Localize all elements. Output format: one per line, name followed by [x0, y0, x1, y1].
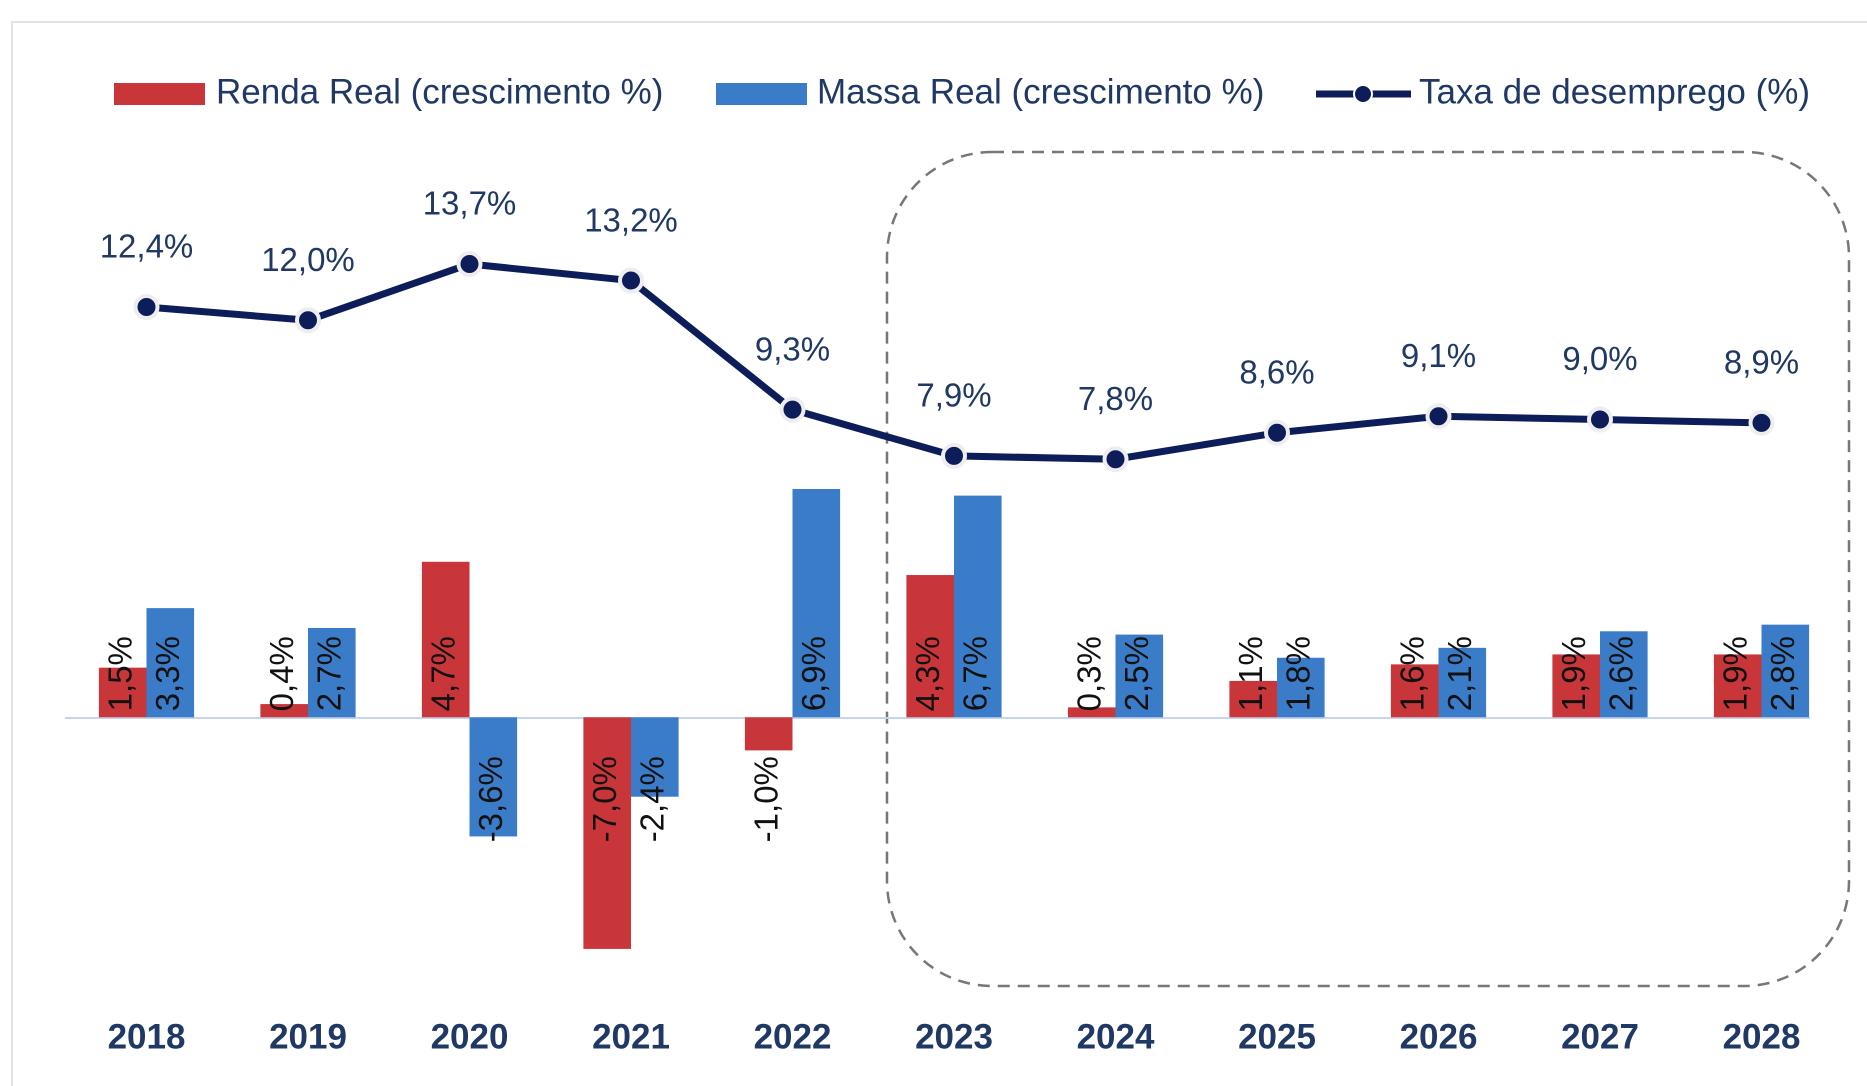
bar — [421, 561, 470, 718]
bar — [469, 717, 518, 837]
line-point — [1587, 406, 1613, 433]
line-point — [779, 396, 806, 423]
line-point — [295, 307, 321, 334]
legend-swatch — [716, 83, 807, 105]
data-label: 9,0% — [1562, 340, 1637, 377]
data-label: 0,3% — [1070, 636, 1107, 711]
data-label: 13,7% — [423, 185, 517, 222]
data-label: 7,9% — [916, 377, 991, 414]
x-tick-label: 2021 — [592, 1017, 670, 1056]
line-point — [1748, 409, 1775, 436]
x-tick-label: 2022 — [754, 1017, 832, 1056]
line — [146, 260, 1762, 463]
data-label: 2,7% — [311, 636, 348, 711]
data-label: 3,3% — [149, 636, 186, 711]
bar — [1552, 654, 1600, 718]
bar — [792, 489, 841, 718]
bar — [1067, 707, 1116, 718]
legend-label: Renda Real (crescimento %) — [216, 72, 663, 111]
bar — [98, 667, 147, 718]
legend-dot — [1353, 84, 1373, 104]
bar — [744, 717, 793, 751]
data-label: -7,0% — [586, 756, 623, 842]
data-label: 6,9% — [795, 636, 832, 711]
bar — [906, 575, 954, 718]
data-label: -1,0% — [747, 756, 784, 842]
bar — [1761, 624, 1810, 718]
bar — [1600, 631, 1648, 718]
legend-label: Taxa de desemprego (%) — [1419, 72, 1810, 111]
data-label: 1,9% — [1716, 636, 1753, 711]
legend: Renda Real (crescimento %) Massa Real (cr… — [114, 72, 1810, 111]
line-point — [1264, 419, 1290, 446]
bar — [308, 627, 356, 718]
data-label: 1,8% — [1280, 636, 1317, 711]
bar — [1390, 664, 1439, 718]
data-label: 2,1% — [1441, 636, 1478, 711]
data-label: 2,8% — [1764, 636, 1801, 711]
bar — [954, 495, 1002, 718]
line-point — [1102, 446, 1129, 473]
line-point — [618, 267, 644, 294]
x-tick-label: 2019 — [269, 1017, 347, 1056]
line-point — [456, 251, 483, 278]
data-label: 1,5% — [101, 636, 138, 711]
data-label: 1,9% — [1555, 636, 1592, 711]
legend-swatch — [114, 83, 205, 105]
data-label: 1,6% — [1393, 636, 1430, 711]
bar — [260, 704, 308, 718]
line-point — [941, 442, 967, 469]
data-label: 2,5% — [1118, 636, 1155, 711]
legend-label: Massa Real (crescimento %) — [817, 72, 1264, 111]
data-label: 9,3% — [755, 330, 830, 367]
data-label: 2,6% — [1603, 636, 1640, 711]
x-tick-label: 2018 — [108, 1017, 186, 1056]
data-label: -2,4% — [634, 756, 671, 842]
bar — [146, 608, 195, 718]
data-label: 4,3% — [909, 636, 946, 711]
line-point — [1425, 403, 1452, 430]
bar — [1713, 654, 1762, 718]
bar — [1115, 634, 1164, 718]
bar — [631, 717, 679, 797]
bar — [1277, 657, 1325, 718]
x-tick-label: 2025 — [1238, 1017, 1316, 1056]
frame — [11, 21, 1867, 1086]
data-label: 9,1% — [1401, 337, 1476, 374]
data-label: -3,6% — [472, 756, 509, 842]
data-label: 4,7% — [424, 636, 461, 711]
data-label: 8,9% — [1724, 344, 1799, 381]
data-label: 8,6% — [1239, 353, 1314, 390]
data-label: 13,2% — [584, 201, 678, 238]
forecast-box — [885, 150, 1851, 988]
x-tick-label: 2020 — [431, 1017, 509, 1056]
bar — [1229, 680, 1277, 718]
x-tick-label: 2024 — [1077, 1017, 1155, 1056]
data-label: 0,4% — [263, 636, 300, 711]
bar — [583, 717, 631, 949]
bar — [1438, 647, 1487, 718]
x-tick-label: 2026 — [1400, 1017, 1478, 1056]
data-label: 6,7% — [957, 636, 994, 711]
x-tick-label: 2023 — [915, 1017, 993, 1056]
x-tick-label: 2027 — [1561, 1017, 1639, 1056]
line-point — [133, 294, 160, 321]
data-label: 1,1% — [1232, 636, 1269, 711]
data-label: 12,4% — [100, 228, 194, 265]
x-tick-label: 2028 — [1723, 1017, 1801, 1056]
data-label: 7,8% — [1078, 380, 1153, 417]
data-label: 12,0% — [261, 241, 355, 278]
